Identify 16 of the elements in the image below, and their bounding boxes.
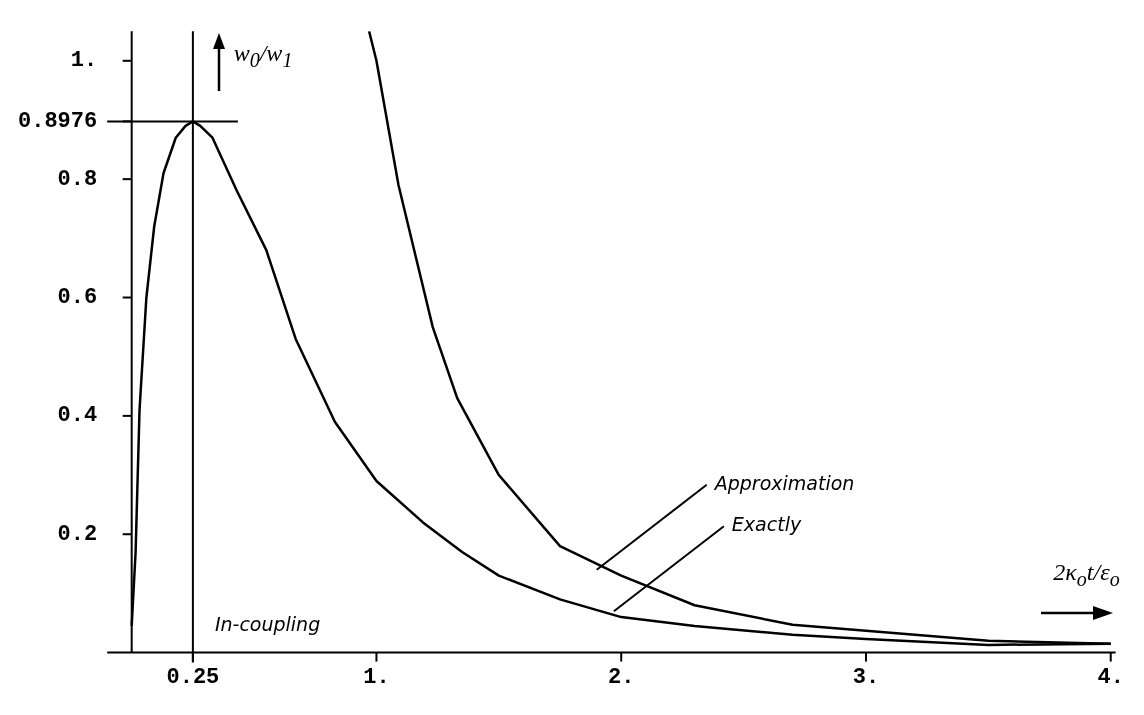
y-tick-label: 0.8 [57, 166, 98, 192]
y-tick-label: 0.4 [57, 403, 98, 429]
x-tick-label: 1. [363, 665, 390, 691]
x-tick-label: 0.25 [166, 665, 220, 691]
x-axis-title: 2κ$_{o}$t/ε$_{o}$ [1053, 557, 1120, 592]
y-axis-title: w$_{0}$/w$_{1}$ [233, 39, 293, 73]
y-tick-label: 0.6 [57, 285, 98, 311]
x-tick-label: 3. [852, 665, 880, 691]
x-tick-label: 4. [1097, 665, 1124, 691]
y-tick-label: 0.8976 [17, 108, 98, 134]
ref-line-label: In-coupling [214, 612, 321, 635]
annotation: Approximation [712, 471, 855, 494]
annotation: Exactly [731, 513, 802, 536]
y-tick-label: 0.2 [57, 521, 98, 547]
y-tick-label: 1. [70, 48, 98, 74]
x-tick-label: 2. [608, 665, 635, 691]
